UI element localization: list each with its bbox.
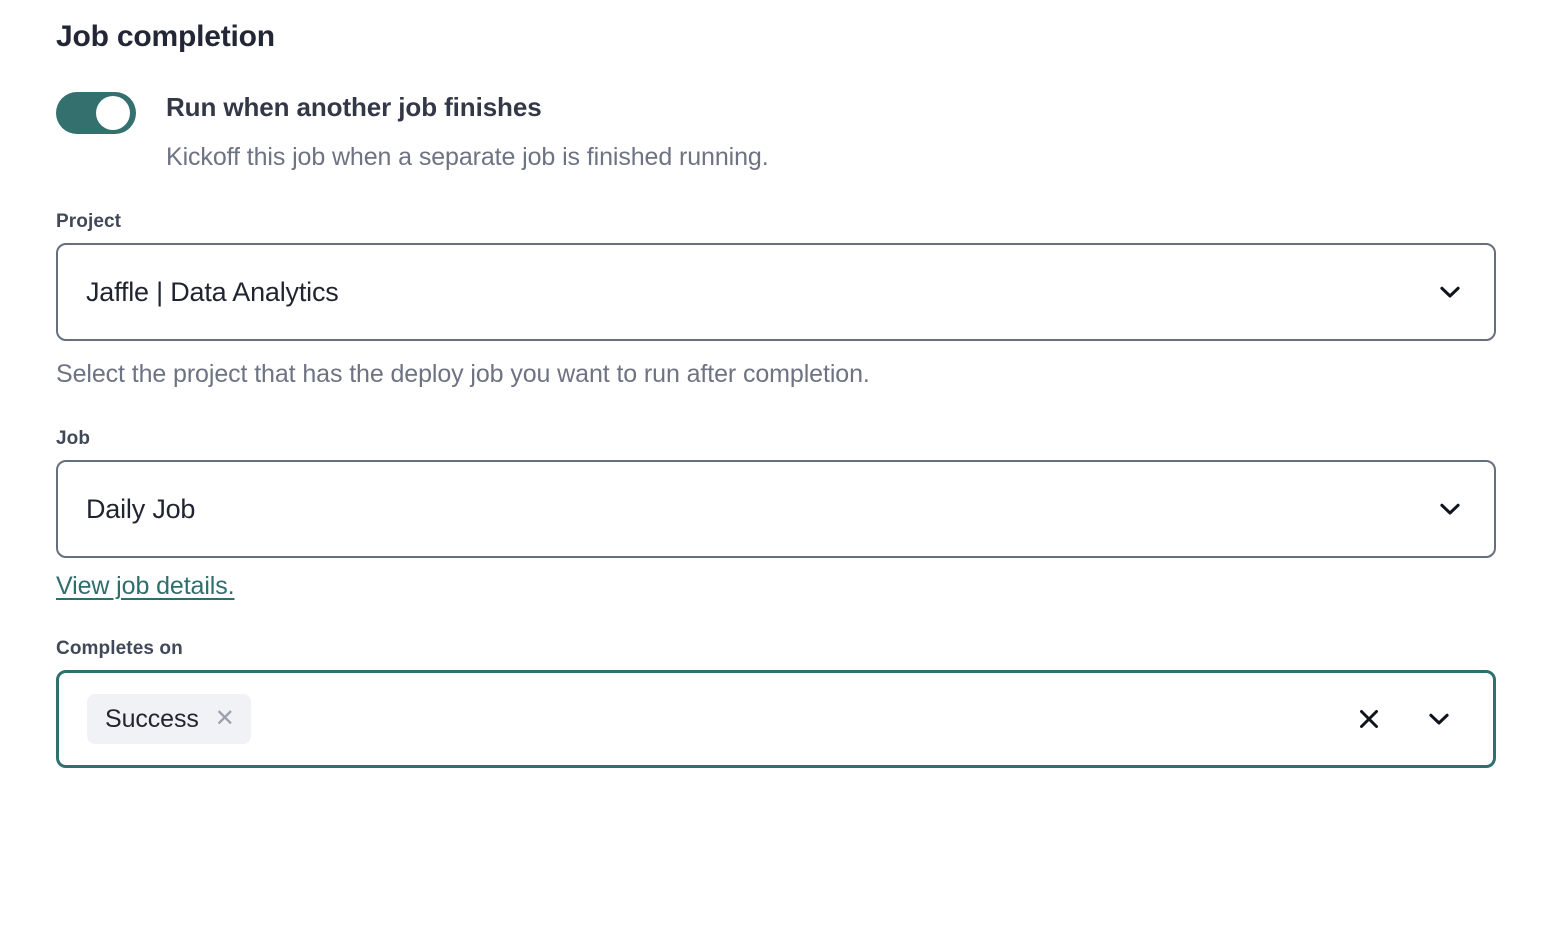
close-icon[interactable] [1347,697,1391,741]
chevron-down-icon[interactable] [1428,487,1472,531]
completes-on-field: Completes on Success ✕ [56,637,1496,768]
completes-on-multiselect[interactable]: Success ✕ [56,670,1496,768]
toggle-text-block: Run when another job finishes Kickoff th… [166,90,769,174]
completes-on-chip-list: Success ✕ [87,694,1347,744]
project-select[interactable]: Jaffle | Data Analytics [56,243,1496,341]
project-field: Project Jaffle | Data Analytics Select t… [56,210,1496,391]
toggle-knob [96,96,130,130]
close-icon[interactable]: ✕ [214,705,235,732]
run-when-another-job-finishes-row: Run when another job finishes Kickoff th… [56,90,1496,174]
completes-on-label: Completes on [56,638,183,659]
job-field: Job Daily Job View job details. [56,427,1496,601]
job-select[interactable]: Daily Job [56,460,1496,558]
project-selected-value: Jaffle | Data Analytics [86,277,339,307]
project-help-text: Select the project that has the deploy j… [56,360,870,388]
chevron-down-icon[interactable] [1428,270,1472,314]
view-job-details-link[interactable]: View job details. [56,572,235,600]
chevron-down-icon[interactable] [1417,697,1461,741]
run-when-another-job-finishes-toggle[interactable] [56,92,136,134]
page-title: Job completion [56,20,275,53]
chip-success: Success ✕ [87,694,251,744]
chip-label: Success [105,705,199,733]
project-label: Project [56,211,122,232]
completes-on-actions [1347,697,1461,741]
toggle-label: Run when another job finishes [166,92,542,122]
job-label: Job [56,428,91,449]
job-selected-value: Daily Job [86,494,196,524]
toggle-description: Kickoff this job when a separate job is … [166,143,769,171]
